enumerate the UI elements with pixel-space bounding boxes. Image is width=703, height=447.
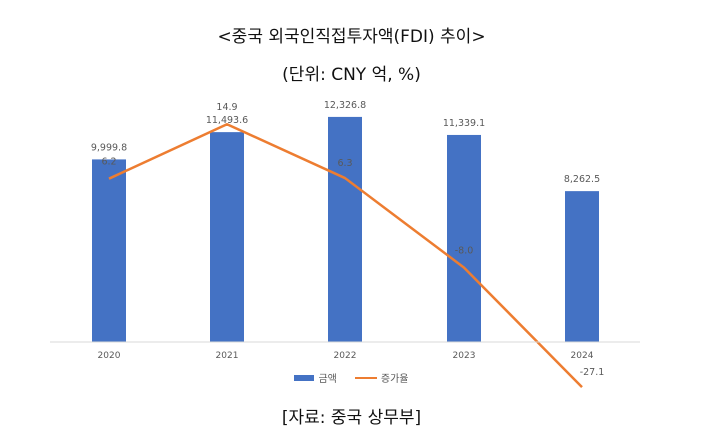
chart-subtitle: (단위: CNY 억, %) — [282, 65, 421, 85]
source-note: [자료: 중국 상무부] — [281, 408, 422, 428]
growth-label-2023: -8.0 — [455, 246, 474, 257]
bar-label-2022: 12,326.8 — [324, 100, 366, 111]
x-tick-2021: 2021 — [216, 351, 239, 361]
bar-label-2023: 11,339.1 — [443, 118, 485, 129]
bar-label-2024: 8,262.5 — [564, 174, 600, 185]
growth-label-2020: 6.2 — [101, 157, 116, 168]
line-labels-layer: 6.2 14.9 6.3 -8.0 -27.1 — [101, 102, 604, 378]
line-layer — [108, 122, 583, 389]
bar-label-2021: 11,493.6 — [206, 115, 248, 126]
x-tick-2020: 2020 — [98, 351, 121, 361]
legend-swatch-bar — [294, 374, 315, 381]
legend-swatch-line — [354, 376, 377, 379]
bar-labels-layer: 9,999.8 11,493.6 12,326.8 11,339.1 8,262.5 — [91, 100, 600, 185]
bar-2022 — [328, 116, 362, 343]
growth-line — [108, 122, 583, 389]
growth-label-2021: 14.9 — [216, 102, 237, 113]
bar-2024 — [565, 191, 599, 342]
bars-layer — [92, 116, 599, 343]
x-tick-2022: 2022 — [334, 351, 357, 361]
legend: 금액 증가율 — [0, 370, 703, 385]
chart-title: <중국 외국인직접투자액(FDI) 추이> — [217, 27, 486, 47]
legend-item-growth: 증가율 — [354, 370, 409, 385]
bar-2021 — [210, 132, 244, 342]
x-tick-2024: 2024 — [571, 351, 594, 361]
bar-2020 — [92, 159, 126, 342]
growth-label-2022: 6.3 — [337, 158, 352, 169]
bar-label-2020: 9,999.8 — [91, 142, 127, 153]
growth-label-2024: -27.1 — [580, 367, 605, 378]
legend-item-amount: 금액 — [294, 370, 337, 385]
legend-label-growth: 증가율 — [380, 374, 409, 385]
bar-2023 — [447, 134, 481, 342]
x-tick-labels: 2020 2021 2022 2023 2024 — [98, 351, 594, 361]
x-tick-2023: 2023 — [453, 351, 476, 361]
legend-label-amount: 금액 — [318, 374, 337, 385]
